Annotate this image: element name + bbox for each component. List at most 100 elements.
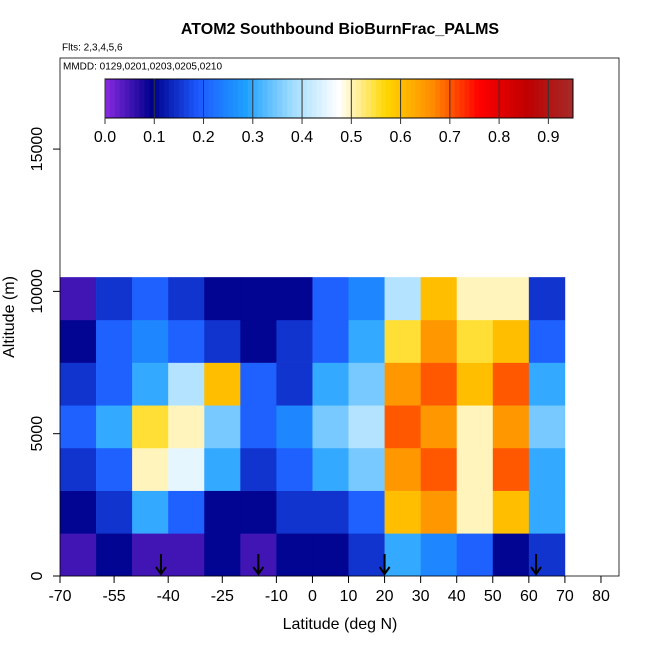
colorbar-segment bbox=[568, 79, 574, 118]
colorbar-segment bbox=[262, 79, 269, 118]
colorbar-tick-label: 0.8 bbox=[488, 129, 510, 146]
heat-cell bbox=[240, 362, 277, 406]
colorbar-segment bbox=[435, 79, 441, 118]
colorbar-segment bbox=[361, 79, 367, 118]
heat-cell bbox=[276, 277, 313, 321]
heat-cell bbox=[168, 319, 205, 363]
heat-cell bbox=[348, 277, 385, 321]
heat-cell bbox=[60, 447, 97, 491]
heat-cell bbox=[456, 490, 494, 534]
heat-cell bbox=[96, 405, 133, 449]
colorbar-segment bbox=[306, 79, 313, 118]
colorbar-tick-label: 0.2 bbox=[192, 129, 214, 146]
colorbar-segment bbox=[134, 79, 140, 118]
heat-cell bbox=[384, 490, 421, 534]
heat-cell bbox=[312, 277, 349, 321]
heat-cell bbox=[420, 533, 458, 577]
heat-cell bbox=[420, 490, 458, 534]
heat-cell bbox=[60, 362, 97, 406]
heat-cell bbox=[276, 319, 313, 363]
heat-cell bbox=[420, 319, 458, 363]
heat-cell bbox=[132, 362, 169, 406]
colorbar-segment bbox=[164, 79, 170, 118]
heat-cell bbox=[528, 490, 566, 534]
colorbar-segment bbox=[218, 79, 224, 118]
colorbar-segment bbox=[346, 79, 352, 118]
heat-cell bbox=[384, 533, 421, 577]
heat-cell bbox=[384, 447, 421, 491]
colorbar-segment bbox=[316, 79, 323, 118]
colorbar-segment bbox=[469, 79, 475, 118]
colorbar-segment bbox=[287, 79, 293, 118]
heat-cell bbox=[204, 533, 241, 577]
colorbar-segment bbox=[302, 79, 308, 118]
heat-cell bbox=[312, 405, 349, 449]
colorbar-segment bbox=[415, 79, 421, 118]
x-tick-label: 40 bbox=[448, 588, 466, 605]
x-tick-label: 0 bbox=[308, 588, 317, 605]
colorbar-segment bbox=[351, 79, 357, 118]
colorbar-segment bbox=[499, 79, 505, 118]
heat-cell bbox=[204, 405, 241, 449]
colorbar-segment bbox=[228, 79, 234, 118]
heat-cell bbox=[312, 447, 349, 491]
plot-frame bbox=[59, 57, 620, 577]
colorbar-segment bbox=[474, 79, 480, 118]
colorbar-segment bbox=[489, 79, 495, 118]
heat-cell bbox=[276, 447, 313, 491]
x-tick-label: 30 bbox=[412, 588, 430, 605]
colorbar-segment bbox=[223, 79, 229, 118]
colorbar-segment bbox=[257, 79, 264, 118]
colorbar-tick-label: 0.7 bbox=[439, 129, 461, 146]
heat-cell bbox=[420, 447, 458, 491]
heat-cell bbox=[204, 319, 241, 363]
arrow-marker bbox=[530, 554, 542, 576]
heat-cell bbox=[276, 490, 313, 534]
heat-cell bbox=[384, 362, 421, 406]
colorbar-segment bbox=[371, 79, 377, 118]
colorbar-segment bbox=[242, 79, 249, 118]
colorbar-tick-label: 0.4 bbox=[291, 129, 313, 146]
heat-cell bbox=[276, 362, 313, 406]
colorbar-segment bbox=[193, 79, 200, 118]
colorbar-segment bbox=[114, 79, 121, 118]
colorbar-segment bbox=[178, 79, 185, 118]
heat-cell bbox=[420, 362, 458, 406]
heat-cell bbox=[96, 277, 133, 321]
heat-cell bbox=[240, 277, 277, 321]
heat-cell bbox=[528, 405, 566, 449]
arrow-marker bbox=[252, 554, 265, 576]
x-tick-label: 50 bbox=[484, 588, 502, 605]
colorbar-segment bbox=[375, 79, 382, 118]
x-tick-label: -55 bbox=[103, 588, 126, 605]
colorbar-segment bbox=[183, 79, 190, 118]
heat-cell bbox=[456, 362, 494, 406]
colorbar-segment bbox=[366, 79, 372, 118]
colorbar-segment bbox=[563, 79, 569, 118]
x-tick-label: 60 bbox=[520, 588, 538, 605]
colorbar-segment bbox=[439, 79, 446, 118]
heat-cell bbox=[204, 490, 241, 534]
colorbar-segment bbox=[341, 79, 347, 118]
heat-cell bbox=[60, 533, 97, 577]
heat-cell bbox=[96, 533, 133, 577]
heat-cell bbox=[348, 490, 385, 534]
colorbar-segment bbox=[119, 79, 126, 118]
heat-cell bbox=[240, 490, 277, 534]
colorbar-segment bbox=[321, 79, 328, 118]
heat-cell bbox=[240, 319, 277, 363]
colorbar-segment bbox=[538, 79, 544, 118]
heat-cell bbox=[132, 447, 169, 491]
colorbar-segment bbox=[504, 79, 510, 118]
colorbar-segment bbox=[282, 79, 288, 118]
colorbar-segment bbox=[380, 79, 387, 118]
colorbar-segment bbox=[311, 79, 318, 118]
colorbar-segment bbox=[400, 79, 407, 118]
colorbar-segment bbox=[484, 79, 490, 118]
colorbar-segment bbox=[292, 79, 298, 118]
x-tick-label: -10 bbox=[265, 588, 288, 605]
colorbar-segment bbox=[267, 79, 273, 118]
heat-cell bbox=[312, 490, 349, 534]
colorbar-segment bbox=[326, 79, 333, 118]
colorbar-segment bbox=[105, 79, 111, 118]
